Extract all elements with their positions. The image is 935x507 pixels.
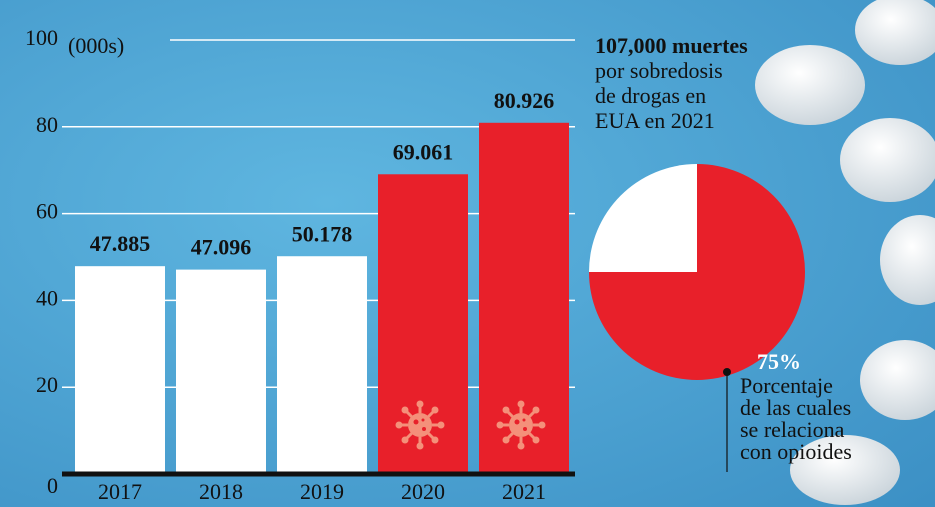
x-tick-label: 2018: [199, 479, 243, 504]
x-tick-label: 2017: [98, 479, 142, 504]
virus-icon: [497, 401, 546, 450]
annotation: con opioides: [740, 439, 852, 464]
y-tick-label: 20: [36, 372, 58, 397]
y-tick-label: 80: [36, 112, 58, 137]
headline: 107,000 muertes: [595, 33, 748, 58]
value-label: 50.178: [292, 221, 353, 246]
y-tick-label: 0: [47, 473, 58, 498]
chart: (000s) 0 20 40 60 80 100 47.885 2017 47.096 2018 5…: [0, 0, 935, 507]
y-tick-label: 100: [25, 25, 58, 50]
headline: EUA en 2021: [595, 108, 715, 133]
headline: por sobredosis: [595, 58, 723, 83]
value-label: 69.061: [393, 139, 454, 164]
value-label: 47.096: [191, 235, 252, 260]
value-label: 47.885: [90, 231, 151, 256]
value-label: 80.926: [494, 88, 555, 113]
y-tick-label: 40: [36, 285, 58, 310]
x-tick-label: 2020: [401, 479, 445, 504]
bar: [277, 256, 367, 474]
y-unit: (000s): [68, 33, 124, 58]
bar: [75, 266, 165, 474]
x-tick-label: 2019: [300, 479, 344, 504]
x-tick-label: 2021: [502, 479, 546, 504]
bar: [176, 270, 266, 474]
y-tick-label: 60: [36, 199, 58, 224]
virus-icon: [396, 401, 445, 450]
headline: de drogas en: [595, 83, 706, 108]
pie-label: 75%: [757, 349, 801, 374]
